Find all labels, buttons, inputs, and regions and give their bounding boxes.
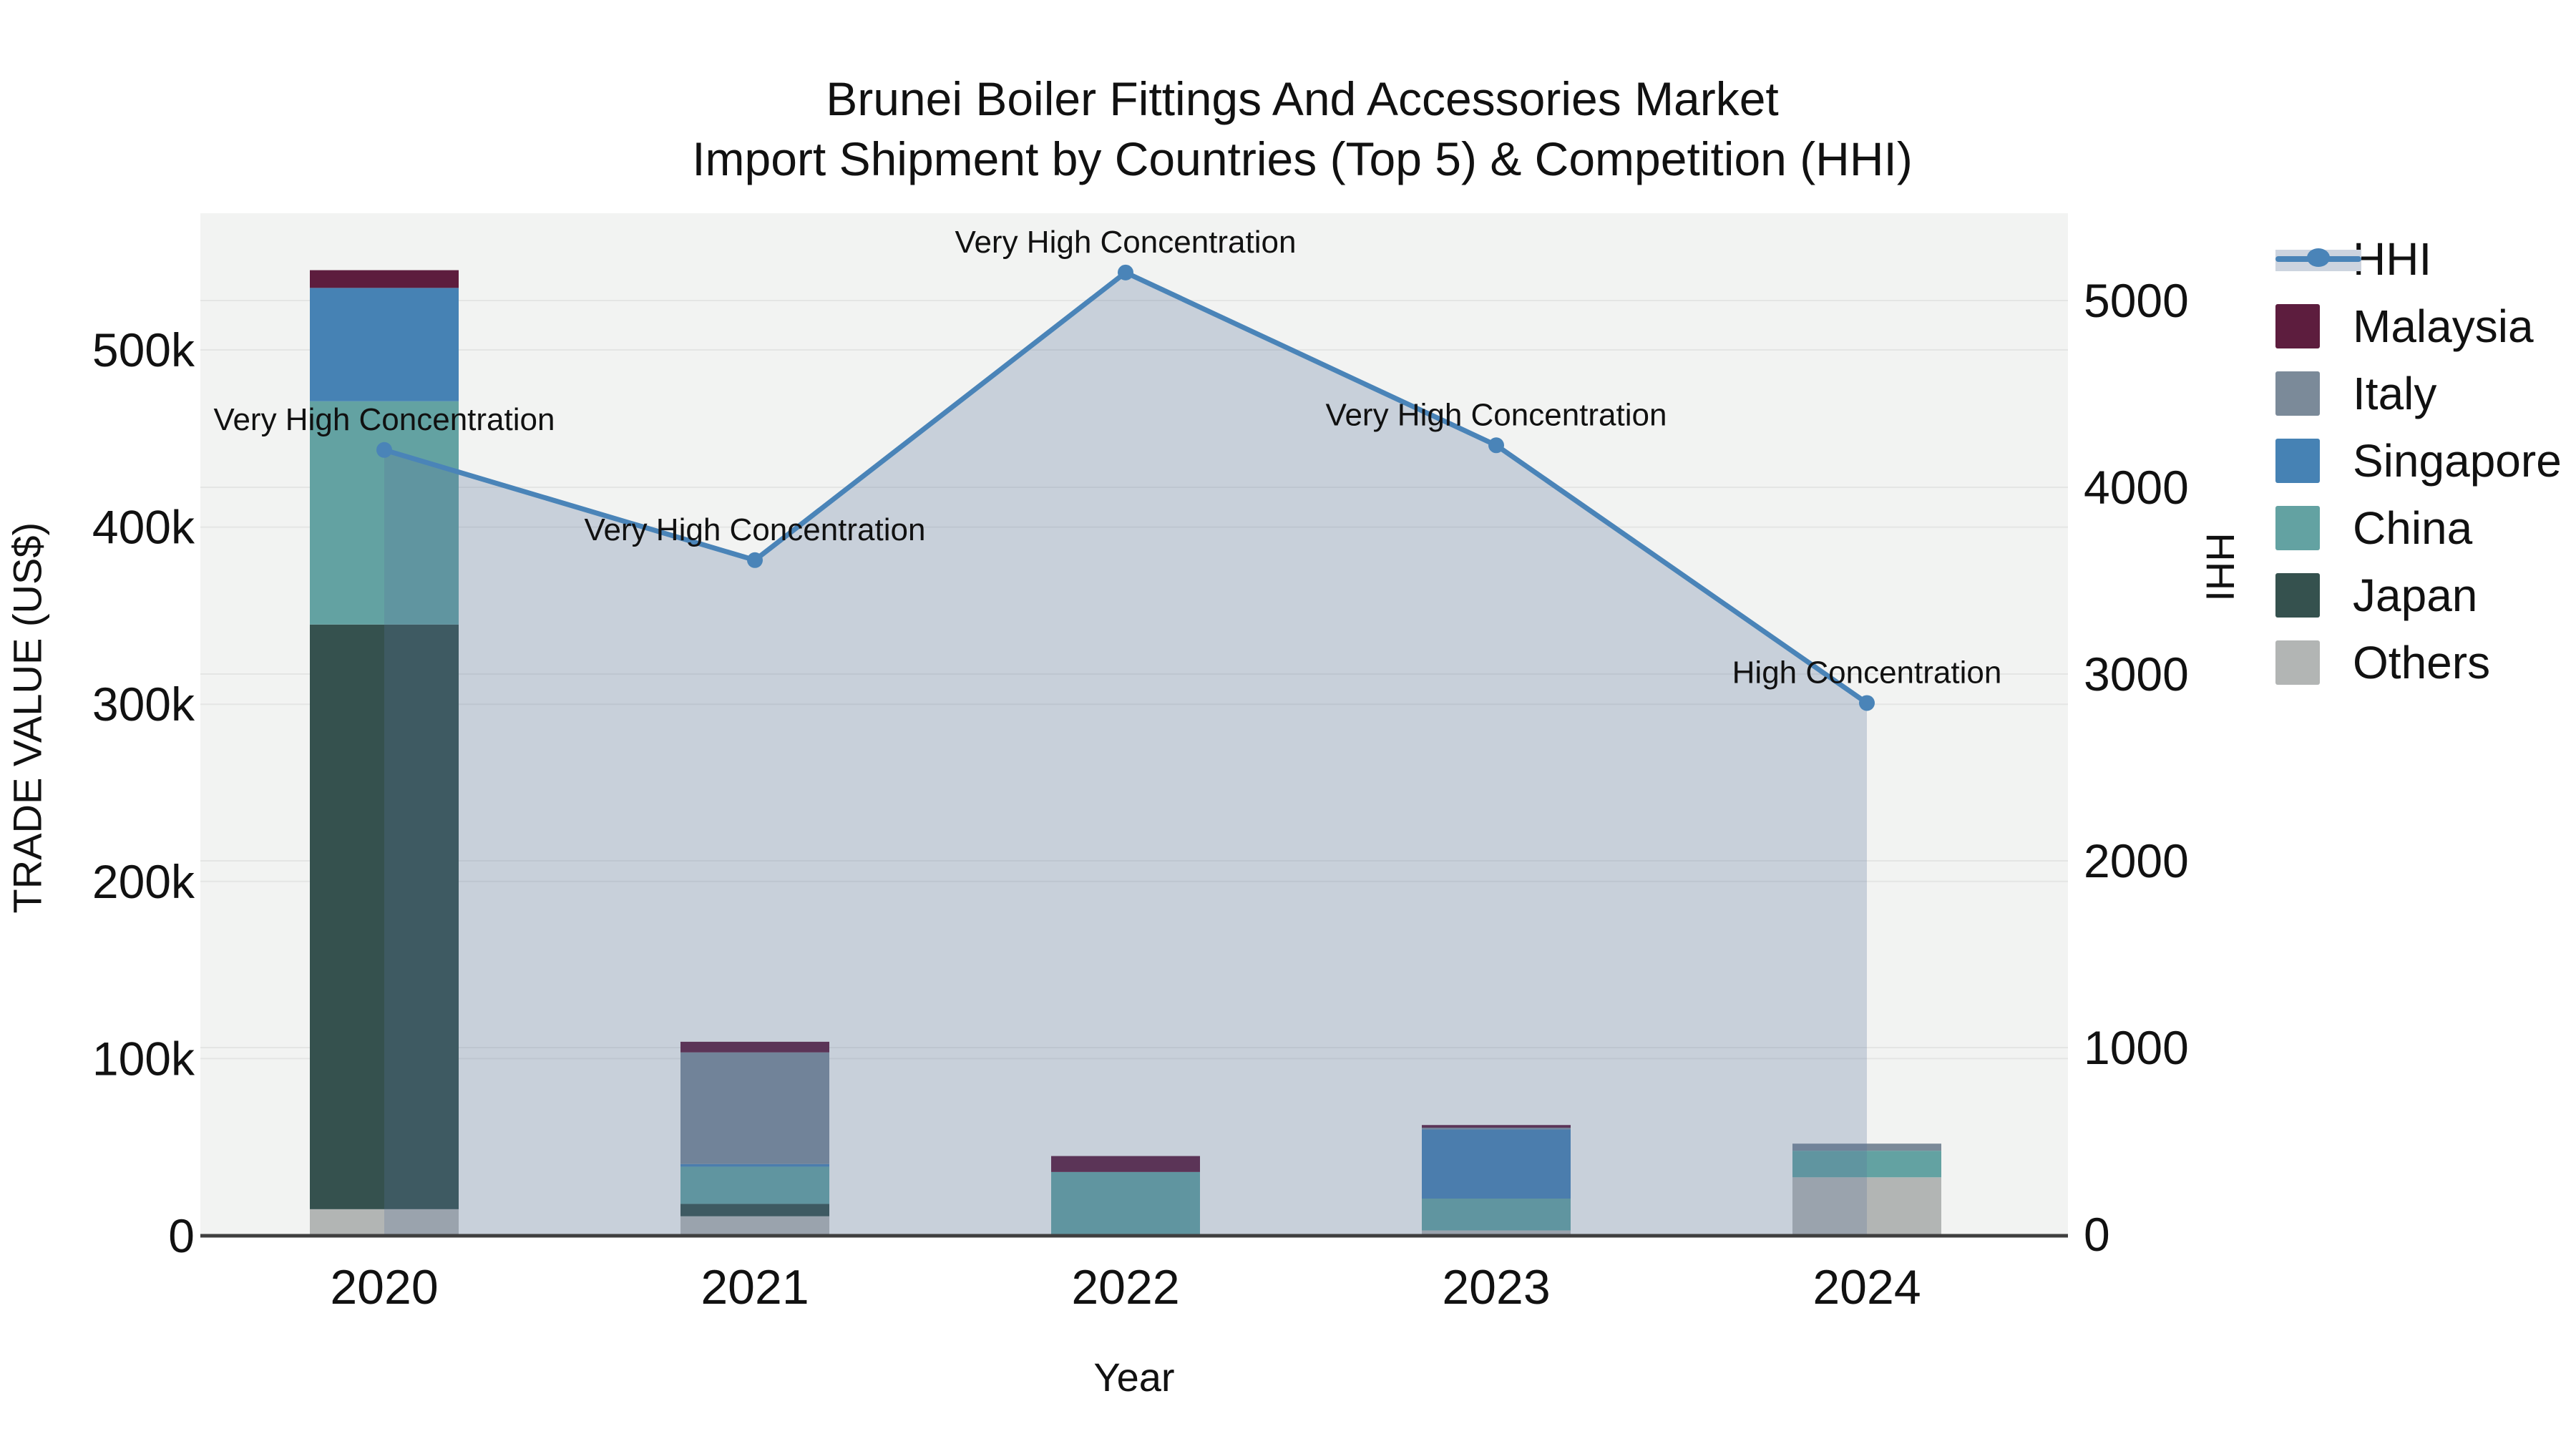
- legend-label: HHI: [2353, 233, 2432, 285]
- bar-segment-china-2023[interactable]: [1422, 1199, 1571, 1231]
- legend-item-malaysia[interactable]: Malaysia: [2275, 301, 2562, 352]
- hhi-area: [384, 272, 1867, 1236]
- bar-segment-malaysia-2022[interactable]: [1051, 1156, 1200, 1172]
- bar-segment-china-2020[interactable]: [310, 401, 459, 625]
- right-tick-label: 0: [2084, 1208, 2110, 1261]
- x-tick-label-2023: 2023: [1442, 1260, 1550, 1314]
- chart-title-line1: Brunei Boiler Fittings And Accessories M…: [826, 72, 1779, 125]
- china-swatch-icon: [2275, 506, 2320, 550]
- left-tick-label: 0: [168, 1209, 195, 1262]
- bar-segment-malaysia-2023[interactable]: [1422, 1125, 1571, 1128]
- singapore-swatch-icon: [2275, 439, 2320, 483]
- hhi-annotation-2020: Very High Concentration: [214, 402, 555, 437]
- legend-item-hhi[interactable]: HHI: [2275, 233, 2562, 285]
- chart-title: Brunei Boiler Fittings And Accessories M…: [0, 69, 2576, 190]
- plot-background: [200, 213, 2068, 1236]
- italy-swatch-icon: [2275, 371, 2320, 416]
- chart-title-line2: Import Shipment by Countries (Top 5) & C…: [692, 132, 1913, 186]
- hhi-marker-2024[interactable]: [1859, 695, 1875, 711]
- right-axis-title: HHI: [2197, 532, 2243, 602]
- bar-segment-japan-2021[interactable]: [680, 1204, 829, 1216]
- legend-item-china[interactable]: China: [2275, 502, 2562, 554]
- hhi-line-swatch-icon: [2275, 243, 2361, 275]
- legend-label: Italy: [2353, 368, 2437, 419]
- left-tick-label: 500k: [92, 323, 195, 376]
- x-axis-title: Year: [1093, 1355, 1175, 1400]
- bar-segment-malaysia-2021[interactable]: [680, 1041, 829, 1053]
- x-tick-label-2022: 2022: [1071, 1260, 1179, 1314]
- japan-swatch-icon: [2275, 573, 2320, 618]
- right-tick-label: 1000: [2084, 1021, 2189, 1074]
- legend-label: Japan: [2353, 570, 2478, 621]
- legend-label: Others: [2353, 637, 2491, 688]
- bar-segment-china-2024[interactable]: [1792, 1151, 1941, 1178]
- right-tick-label: 4000: [2084, 461, 2189, 514]
- legend-label: Singapore: [2353, 435, 2562, 487]
- x-tick-label-2021: 2021: [701, 1260, 809, 1314]
- legend: HHI Malaysia Italy Singapore China Japan…: [2275, 233, 2562, 688]
- right-tick-label: 2000: [2084, 834, 2189, 887]
- left-tick-label: 400k: [92, 501, 195, 554]
- x-tick-label-2020: 2020: [330, 1260, 438, 1314]
- legend-item-others[interactable]: Others: [2275, 637, 2562, 688]
- bar-segment-china-2022[interactable]: [1051, 1171, 1200, 1236]
- hhi-annotation-2023: Very High Concentration: [1326, 397, 1667, 432]
- x-tick-label-2024: 2024: [1813, 1260, 1921, 1314]
- bar-segment-italy-2023[interactable]: [1422, 1127, 1571, 1130]
- bar-segment-italy-2021[interactable]: [680, 1052, 829, 1164]
- others-swatch-icon: [2275, 640, 2320, 685]
- legend-item-italy[interactable]: Italy: [2275, 368, 2562, 419]
- left-tick-label: 100k: [92, 1032, 195, 1085]
- bar-segment-others-2020[interactable]: [310, 1209, 459, 1236]
- legend-label: China: [2353, 502, 2473, 554]
- left-tick-label: 200k: [92, 855, 195, 908]
- bar-segment-malaysia-2020[interactable]: [310, 270, 459, 288]
- bar-segment-singapore-2020[interactable]: [310, 288, 459, 401]
- hhi-annotation-2021: Very High Concentration: [585, 512, 926, 547]
- bar-segment-others-2024[interactable]: [1792, 1177, 1941, 1236]
- hhi-annotation-2024: High Concentration: [1732, 655, 2002, 690]
- left-tick-label: 300k: [92, 678, 195, 731]
- hhi-annotation-2022: Very High Concentration: [955, 225, 1297, 260]
- right-tick-label: 5000: [2084, 274, 2189, 327]
- legend-label: Malaysia: [2353, 301, 2534, 352]
- bar-segment-others-2023[interactable]: [1422, 1230, 1571, 1236]
- left-axis-title: TRADE VALUE (US$): [4, 522, 50, 914]
- hhi-marker-2020[interactable]: [376, 441, 392, 458]
- hhi-marker-2023[interactable]: [1488, 437, 1504, 454]
- bar-segment-singapore-2021[interactable]: [680, 1163, 829, 1167]
- bar-segment-japan-2020[interactable]: [310, 624, 459, 1209]
- hhi-marker-2022[interactable]: [1118, 264, 1133, 280]
- bar-segment-italy-2024[interactable]: [1792, 1143, 1941, 1151]
- bar-segment-china-2021[interactable]: [680, 1166, 829, 1204]
- bar-segment-singapore-2023[interactable]: [1422, 1129, 1571, 1199]
- bar-segment-others-2021[interactable]: [680, 1216, 829, 1236]
- hhi-marker-2021[interactable]: [747, 552, 763, 568]
- legend-item-japan[interactable]: Japan: [2275, 570, 2562, 621]
- malaysia-swatch-icon: [2275, 304, 2320, 348]
- right-tick-label: 3000: [2084, 648, 2189, 701]
- legend-item-singapore[interactable]: Singapore: [2275, 435, 2562, 487]
